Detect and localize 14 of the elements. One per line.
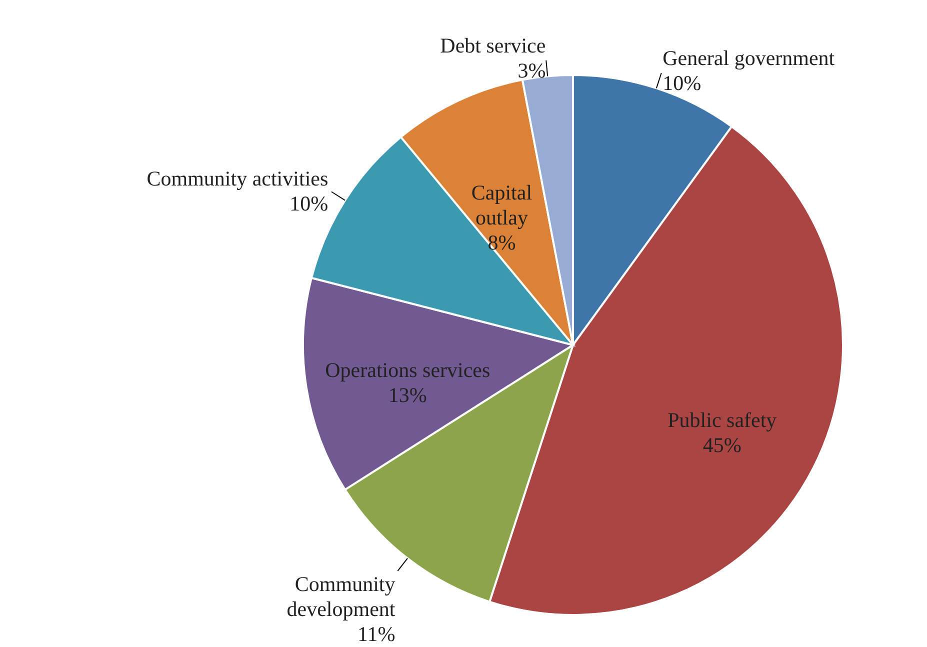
- slice-label: General government: [662, 46, 835, 70]
- data-label: 11%: [358, 622, 396, 646]
- slice-label: Capital outlay: [471, 180, 532, 230]
- slice-label: Operations services: [325, 358, 490, 382]
- data-label: 8%: [488, 230, 516, 255]
- data-label: 45%: [702, 433, 742, 457]
- slice-label: Community development: [286, 572, 396, 622]
- data-label: 3%: [518, 58, 546, 82]
- data-label: 13%: [388, 383, 427, 408]
- data-label: 10%: [662, 71, 702, 96]
- slice-label: Debt service: [440, 33, 546, 58]
- data-label: 10%: [290, 192, 328, 216]
- slice-label: Community activities: [146, 166, 328, 191]
- slice-label: Public safety: [668, 408, 778, 432]
